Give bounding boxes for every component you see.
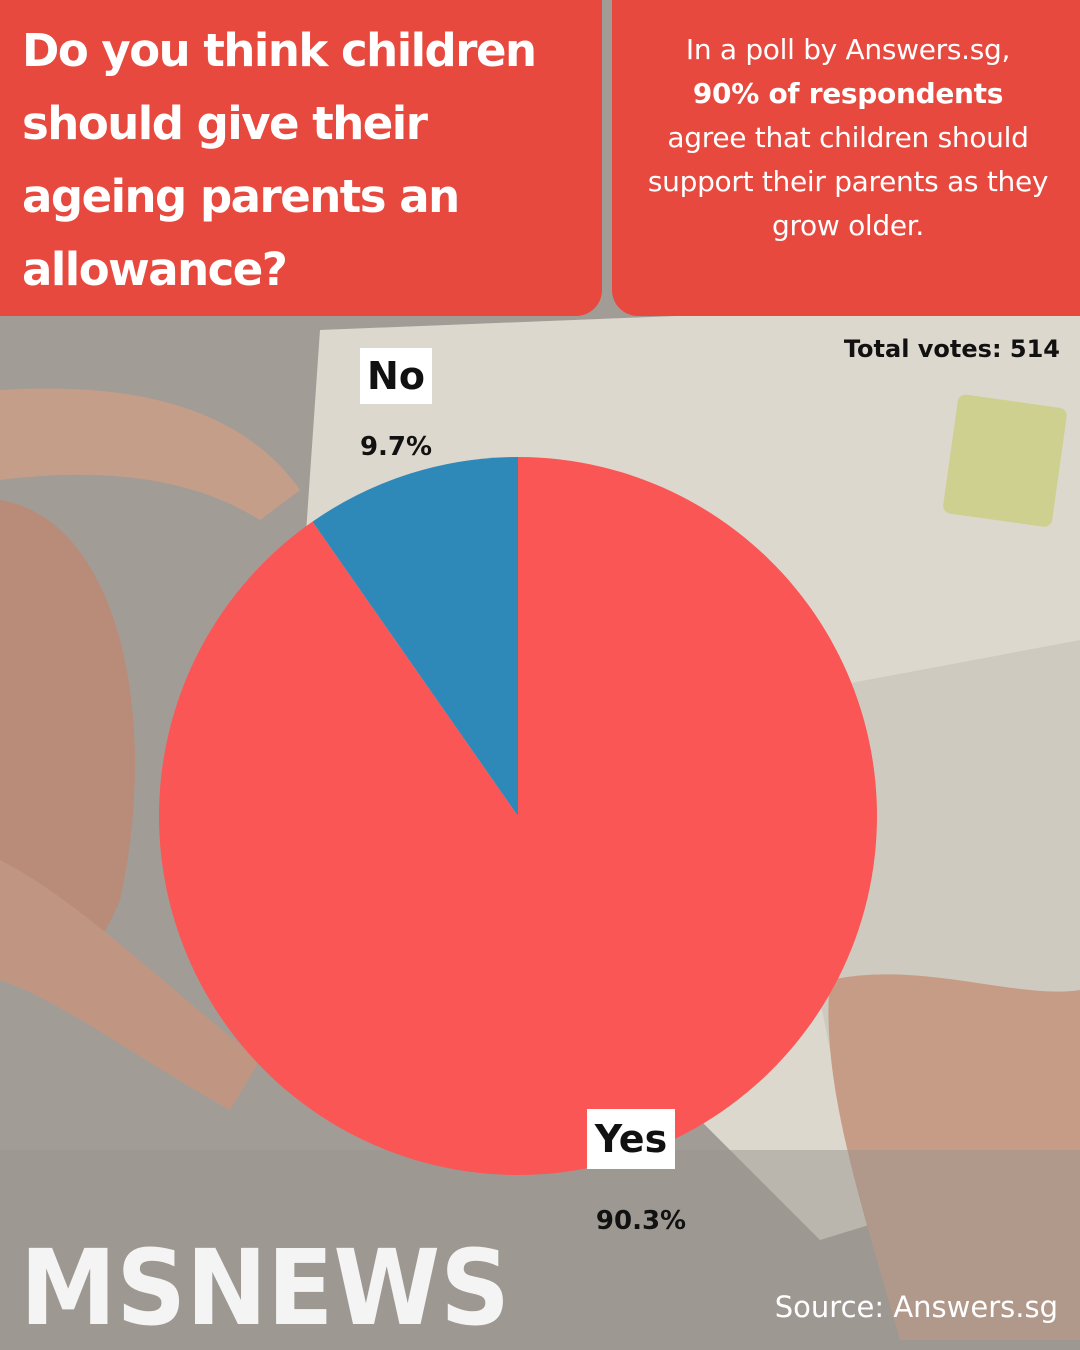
question-title: Do you think children should give their … <box>22 24 537 296</box>
category-label-no: No <box>367 354 425 398</box>
pie-slice-no <box>312 457 518 816</box>
poll-summary-panel: In a poll by Answers.sg, 90% of responde… <box>612 0 1080 316</box>
label-box-yes <box>587 1109 675 1169</box>
summary-intro: In a poll by Answers.sg, <box>685 33 1011 66</box>
category-label-yes: Yes <box>594 1117 667 1161</box>
source-credit: Source: Answers.sg <box>774 1290 1058 1324</box>
value-label-yes: 90.3% <box>596 1206 686 1236</box>
label-yes: Yes 90.3% <box>587 1109 686 1236</box>
svg-text:MSNEWS: MSNEWS <box>20 1238 510 1334</box>
label-box-no <box>360 348 432 404</box>
poll-summary-text: In a poll by Answers.sg, 90% of responde… <box>624 28 1072 248</box>
summary-rest: agree that children should support their… <box>647 121 1049 242</box>
summary-highlight: 90% of respondents <box>692 77 1004 110</box>
msnews-logo: MSNEWS <box>20 1238 510 1334</box>
value-label-no: 9.7% <box>360 432 432 462</box>
label-no: No 9.7% <box>360 348 432 462</box>
pie-chart: No 9.7% Yes 90.3% <box>158 348 877 1236</box>
pie-slice-yes <box>158 457 877 1175</box>
total-votes: Total votes: 514 <box>843 335 1060 363</box>
question-panel: Do you think children should give their … <box>0 0 602 316</box>
